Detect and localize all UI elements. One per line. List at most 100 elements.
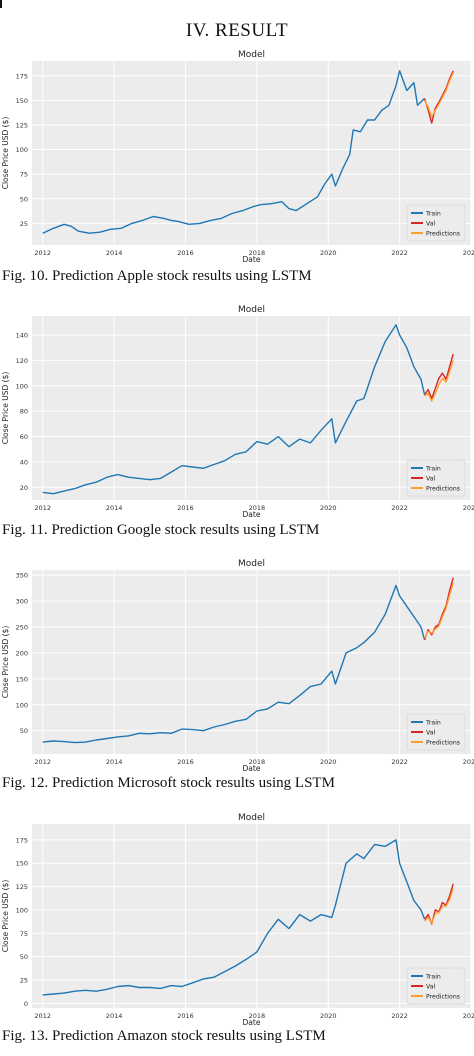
y-tick-label: 140 xyxy=(16,332,28,340)
chart-amazon: Model 2012 2014 2016 2018 2020 2022 2024 0 25 50 75… xyxy=(0,808,474,1056)
legend-label: Predictions xyxy=(426,739,460,746)
series-line-val xyxy=(424,353,454,400)
y-axis-label: Close Price USD ($) xyxy=(1,880,10,953)
x-tick-label: 2020 xyxy=(320,758,337,766)
legend-label: Train xyxy=(425,719,441,726)
y-tick-label: 50 xyxy=(20,195,28,203)
series-line-train xyxy=(42,839,426,996)
figure-caption-amazon: Fig. 13. Prediction Amazon stock results… xyxy=(2,1028,326,1044)
x-tick-label: 2022 xyxy=(391,758,408,766)
legend-label: Val xyxy=(426,729,436,736)
y-axis-label: Close Price USD ($) xyxy=(1,372,10,445)
x-axis-label: Date xyxy=(243,510,261,519)
x-tick-label: 2014 xyxy=(106,1012,123,1020)
x-tick-label: 2018 xyxy=(249,758,266,766)
chart-title: Model xyxy=(238,50,265,60)
section-heading: IV. RESULT xyxy=(185,20,289,41)
plot-area xyxy=(32,570,471,754)
chart-title: Model xyxy=(238,813,265,823)
x-tick-label: 2014 xyxy=(106,249,123,257)
x-axis-label: Date xyxy=(243,1018,261,1027)
x-tick-label: 2024 xyxy=(463,249,474,257)
legend-label: Train xyxy=(425,973,441,980)
chart-google: Model 2012 2014 2016 2018 2020 2022 2024 20 40 60 8… xyxy=(0,300,474,548)
y-tick-label: 175 xyxy=(16,836,28,844)
y-tick-label: 100 xyxy=(16,146,28,154)
chart-svg: Model 2012 2014 2016 2018 2020 2022 2024 25 50 75 1… xyxy=(1,50,474,264)
y-tick-label: 125 xyxy=(16,121,28,129)
chart-svg: Model 2012 2014 2016 2018 2020 2022 2024 50 100 15… xyxy=(1,559,474,773)
figure-caption-apple: Fig. 10. Prediction Apple stock results … xyxy=(2,268,312,284)
x-tick-label: 2016 xyxy=(177,249,194,257)
y-tick-label: 120 xyxy=(16,357,28,365)
y-tick-label: 300 xyxy=(16,598,28,606)
figure-caption-microsoft: Fig. 12. Prediction Microsoft stock resu… xyxy=(2,775,335,791)
x-tick-label: 2016 xyxy=(177,758,194,766)
series-line-predictions xyxy=(423,72,454,118)
series-line-train xyxy=(42,70,426,234)
y-tick-label: 50 xyxy=(20,727,28,735)
x-tick-label: 2012 xyxy=(34,758,51,766)
legend-label: Predictions xyxy=(426,485,460,492)
x-axis-label: Date xyxy=(243,255,261,264)
x-tick-label: 2012 xyxy=(34,249,51,257)
chart-title: Model xyxy=(238,305,265,315)
y-tick-label: 250 xyxy=(16,624,28,632)
legend-label: Val xyxy=(426,983,436,990)
chart-svg: Model 2012 2014 2016 2018 2020 2022 2024 0 25 50 75… xyxy=(1,813,474,1027)
y-tick-label: 50 xyxy=(20,953,28,961)
chart-svg: Model 2012 2014 2016 2018 2020 2022 2024 20 40 60 8… xyxy=(1,305,474,519)
y-tick-label: 60 xyxy=(20,433,28,441)
x-tick-label: 2024 xyxy=(463,504,474,512)
chart-title: Model xyxy=(238,559,265,569)
x-tick-label: 2018 xyxy=(249,504,266,512)
legend-label: Val xyxy=(426,220,436,227)
x-tick-label: 2018 xyxy=(249,249,266,257)
y-tick-label: 350 xyxy=(16,572,28,580)
x-tick-label: 2024 xyxy=(463,1012,474,1020)
y-tick-label: 0 xyxy=(24,1000,28,1008)
y-tick-label: 150 xyxy=(16,675,28,683)
y-tick-label: 75 xyxy=(20,171,28,179)
y-tick-label: 100 xyxy=(16,382,28,390)
legend-label: Train xyxy=(425,465,441,472)
page-edge-mark xyxy=(0,0,2,8)
y-axis-label: Close Price USD ($) xyxy=(1,117,10,190)
x-tick-label: 2022 xyxy=(391,249,408,257)
x-tick-label: 2022 xyxy=(391,1012,408,1020)
series-line-predictions xyxy=(424,360,454,402)
x-tick-label: 2014 xyxy=(106,758,123,766)
legend-label: Val xyxy=(426,475,436,482)
y-tick-label: 40 xyxy=(20,458,28,466)
x-tick-label: 2018 xyxy=(249,1012,266,1020)
y-tick-label: 200 xyxy=(16,649,28,657)
y-axis-label: Close Price USD ($) xyxy=(1,626,10,699)
y-tick-label: 125 xyxy=(16,883,28,891)
y-tick-label: 175 xyxy=(16,72,28,80)
x-tick-label: 2016 xyxy=(177,504,194,512)
x-tick-label: 2022 xyxy=(391,504,408,512)
plot-area xyxy=(32,316,471,500)
y-tick-label: 150 xyxy=(16,97,28,105)
x-tick-label: 2012 xyxy=(34,1012,51,1020)
y-tick-label: 25 xyxy=(20,220,28,228)
x-tick-label: 2012 xyxy=(34,504,51,512)
y-tick-label: 150 xyxy=(16,860,28,868)
figure-caption-google: Fig. 11. Prediction Google stock results… xyxy=(2,522,320,538)
series-line-predictions xyxy=(423,582,454,639)
x-tick-label: 2014 xyxy=(106,504,123,512)
y-tick-label: 80 xyxy=(20,408,28,416)
legend-label: Predictions xyxy=(426,230,460,237)
plot-area xyxy=(32,61,471,245)
x-tick-label: 2024 xyxy=(463,758,474,766)
x-axis-label: Date xyxy=(243,764,261,773)
y-tick-label: 20 xyxy=(20,484,28,492)
series-line-train xyxy=(42,324,426,495)
series-line-train xyxy=(42,584,426,744)
x-tick-label: 2020 xyxy=(320,249,337,257)
x-tick-label: 2016 xyxy=(177,1012,194,1020)
chart-microsoft: Model 2012 2014 2016 2018 2020 2022 2024 50 100 15… xyxy=(0,554,474,802)
x-tick-label: 2020 xyxy=(320,504,337,512)
y-tick-label: 100 xyxy=(16,701,28,709)
series-line-predictions xyxy=(424,888,454,924)
